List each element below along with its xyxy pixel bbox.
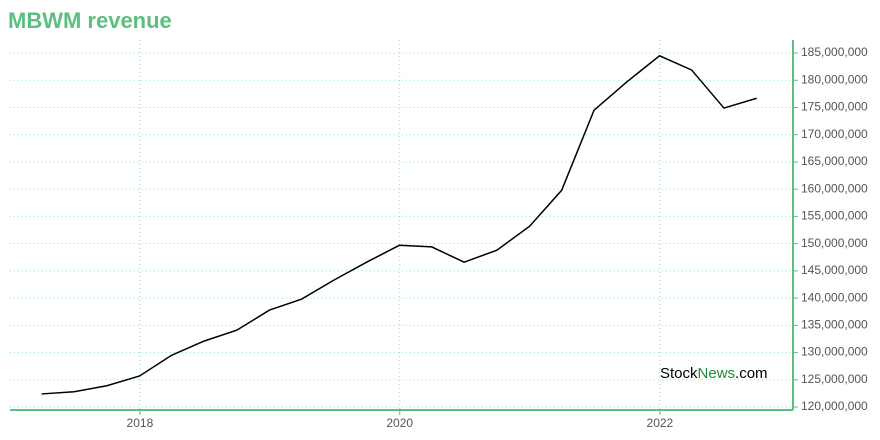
watermark: StockNews.com xyxy=(660,365,768,382)
y-tick-label: 185,000,000 xyxy=(801,45,868,59)
y-tick-label: 170,000,000 xyxy=(801,127,868,141)
y-tick-label: 140,000,000 xyxy=(801,290,868,304)
watermark-part: Stock xyxy=(660,365,698,382)
y-tick-label: 150,000,000 xyxy=(801,236,868,250)
x-tick-label: 2022 xyxy=(647,416,674,430)
y-tick-label: 175,000,000 xyxy=(801,100,868,114)
watermark-part: News xyxy=(698,365,736,382)
y-tick-label: 145,000,000 xyxy=(801,263,868,277)
y-tick-label: 130,000,000 xyxy=(801,345,868,359)
watermark-part: .com xyxy=(735,365,768,382)
x-tick-label: 2020 xyxy=(386,416,413,430)
y-tick-label: 180,000,000 xyxy=(801,72,868,86)
y-tick-label: 165,000,000 xyxy=(801,154,868,168)
y-tick-label: 135,000,000 xyxy=(801,317,868,331)
line xyxy=(41,54,757,395)
chart-title: MBWM revenue xyxy=(8,8,172,33)
x-tick-label: 2018 xyxy=(127,416,154,430)
y-tick-label: 155,000,000 xyxy=(801,209,868,223)
y-tick-label: 125,000,000 xyxy=(801,372,868,386)
y-tick-label: 120,000,000 xyxy=(801,399,868,413)
y-tick-label: 160,000,000 xyxy=(801,181,868,195)
